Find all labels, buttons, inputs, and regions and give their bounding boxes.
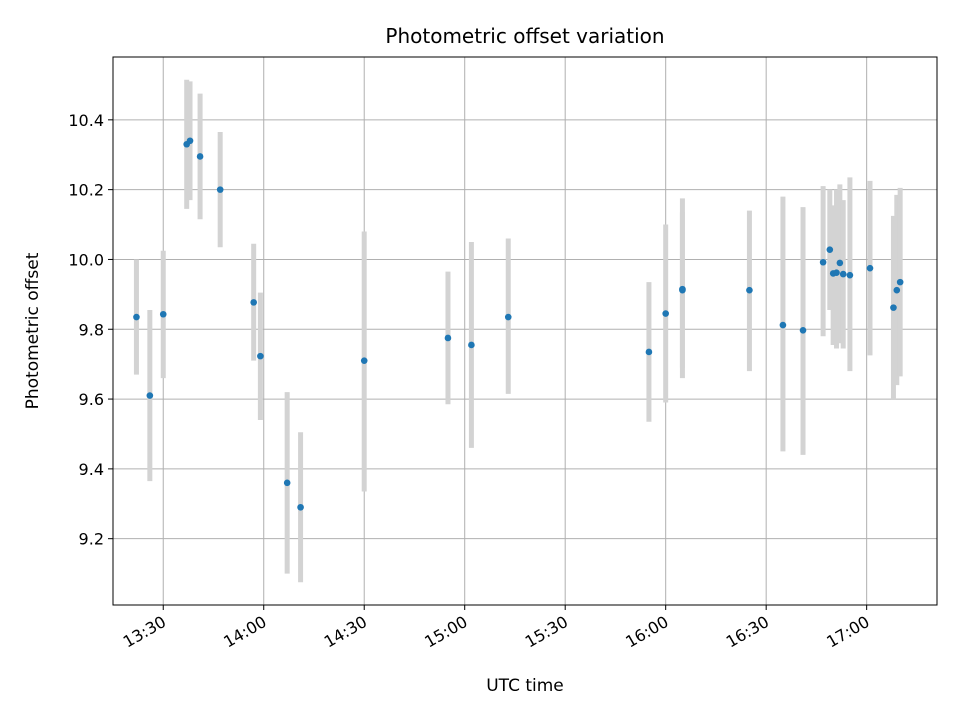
data-point: [196, 153, 204, 160]
y-tick-label: 10.0: [68, 250, 104, 269]
chart-title: Photometric offset variation: [385, 24, 664, 48]
data-point: [146, 392, 154, 399]
data-point: [836, 259, 844, 267]
y-axis-ticks: 9.2 9.4 9.6 9.8 10.0 10.2 10.4: [68, 111, 113, 549]
data-point: [819, 258, 827, 266]
data-point: [645, 348, 653, 356]
y-tick-label: 9.6: [79, 390, 104, 409]
data-point: [799, 327, 807, 334]
data-point: [216, 186, 224, 193]
data-point: [662, 310, 669, 317]
data-point: [360, 357, 368, 364]
data-point: [250, 299, 257, 306]
data-point: [839, 270, 847, 278]
data-points: [133, 137, 904, 511]
data-point: [297, 503, 304, 511]
data-point: [846, 271, 854, 279]
x-axis-label: UTC time: [486, 676, 564, 696]
data-point: [679, 285, 686, 293]
data-point: [746, 286, 753, 294]
data-point: [159, 310, 167, 318]
data-point: [133, 313, 140, 321]
y-tick-label: 9.4: [79, 460, 104, 479]
y-tick-label: 9.2: [79, 530, 104, 549]
data-point: [896, 278, 904, 286]
y-axis-label: Photometric offset: [23, 252, 43, 409]
data-point: [186, 137, 194, 145]
data-point: [444, 334, 452, 342]
plot-frame: [112, 56, 938, 606]
data-point: [893, 286, 901, 294]
data-point: [283, 479, 291, 487]
y-tick-label: 10.2: [68, 181, 104, 200]
y-tick-label: 9.8: [79, 320, 104, 339]
data-point: [890, 304, 897, 311]
data-point: [866, 264, 874, 272]
data-point: [468, 341, 475, 349]
data-point: [504, 313, 512, 321]
y-tick-label: 10.4: [68, 111, 104, 130]
data-point: [257, 352, 264, 360]
data-point: [833, 269, 840, 277]
data-point: [826, 246, 834, 253]
data-point: [779, 321, 787, 329]
